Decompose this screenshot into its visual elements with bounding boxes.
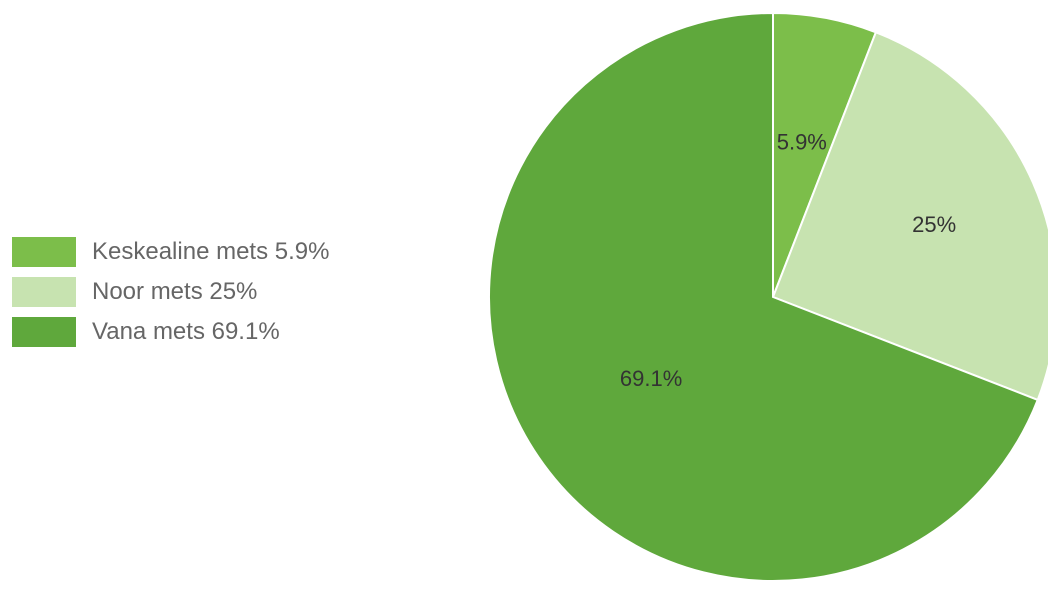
legend-swatch (12, 277, 76, 307)
legend-item: Noor mets 25% (12, 272, 329, 312)
pie-slice (771, 30, 1048, 402)
legend-label: Noor mets 25% (92, 278, 258, 305)
slice-label: 5.9% (777, 129, 827, 154)
legend-swatch (12, 237, 76, 267)
legend-swatch (12, 317, 76, 347)
legend: Keskealine mets 5.9% Noor mets 25% Vana me… (12, 232, 329, 352)
legend-label: Keskealine mets 5.9% (92, 238, 330, 265)
slice-label: 69.1% (620, 366, 682, 391)
legend-item: Keskealine mets 5.9% (12, 232, 329, 272)
legend-item: Vana mets 69.1% (12, 312, 329, 352)
slice-label: 25% (912, 212, 956, 237)
pie-slice (488, 11, 1040, 582)
legend-label: Vana mets 69.1% (92, 318, 280, 345)
